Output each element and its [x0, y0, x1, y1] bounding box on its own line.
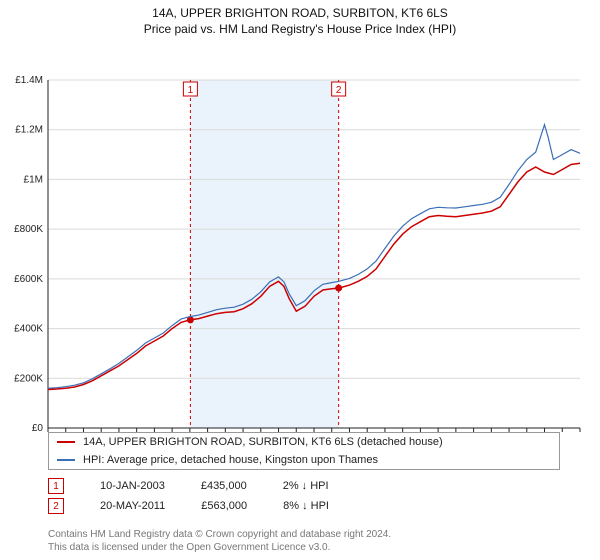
sale-date-1: 10-JAN-2003: [100, 480, 165, 492]
svg-text:£600K: £600K: [14, 274, 43, 285]
svg-text:£1.2M: £1.2M: [15, 125, 43, 136]
footer-line-1: Contains HM Land Registry data © Crown c…: [48, 528, 558, 541]
svg-text:£0: £0: [32, 423, 44, 434]
legend-swatch-2: [57, 459, 75, 461]
sale-row-2: 2 20-MAY-2011 £563,000 8% ↓ HPI: [48, 498, 558, 514]
sale-marker-2: 2: [48, 498, 64, 514]
svg-text:£800K: £800K: [14, 224, 43, 235]
title-line-2: Price paid vs. HM Land Registry's House …: [0, 22, 600, 36]
svg-text:£200K: £200K: [14, 373, 43, 384]
sale-date-2: 20-MAY-2011: [100, 500, 165, 512]
legend-label-1: 14A, UPPER BRIGHTON ROAD, SURBITON, KT6 …: [83, 436, 443, 448]
legend-label-2: HPI: Average price, detached house, King…: [83, 454, 378, 466]
svg-text:£400K: £400K: [14, 324, 43, 335]
sale-price-2: £563,000: [201, 500, 247, 512]
footer-line-2: This data is licensed under the Open Gov…: [48, 541, 558, 554]
sale-delta-2: 8% ↓ HPI: [283, 500, 329, 512]
sale-price-1: £435,000: [201, 480, 247, 492]
legend-swatch-1: [57, 441, 75, 443]
chart-svg: £0£200K£400K£600K£800K£1M£1.2M£1.4M19951…: [0, 36, 600, 436]
sale-row-1: 1 10-JAN-2003 £435,000 2% ↓ HPI: [48, 478, 558, 494]
svg-text:£1M: £1M: [24, 174, 43, 185]
title-line-1: 14A, UPPER BRIGHTON ROAD, SURBITON, KT6 …: [0, 6, 600, 20]
chart-title: 14A, UPPER BRIGHTON ROAD, SURBITON, KT6 …: [0, 0, 600, 36]
sale-marker-1: 1: [48, 478, 64, 494]
legend: 14A, UPPER BRIGHTON ROAD, SURBITON, KT6 …: [48, 432, 560, 470]
chart-container: 14A, UPPER BRIGHTON ROAD, SURBITON, KT6 …: [0, 0, 600, 560]
svg-text:2: 2: [336, 85, 342, 96]
svg-text:1: 1: [188, 85, 194, 96]
svg-text:£1.4M: £1.4M: [15, 75, 43, 86]
sale-delta-1: 2% ↓ HPI: [283, 480, 329, 492]
footer: Contains HM Land Registry data © Crown c…: [48, 528, 558, 554]
